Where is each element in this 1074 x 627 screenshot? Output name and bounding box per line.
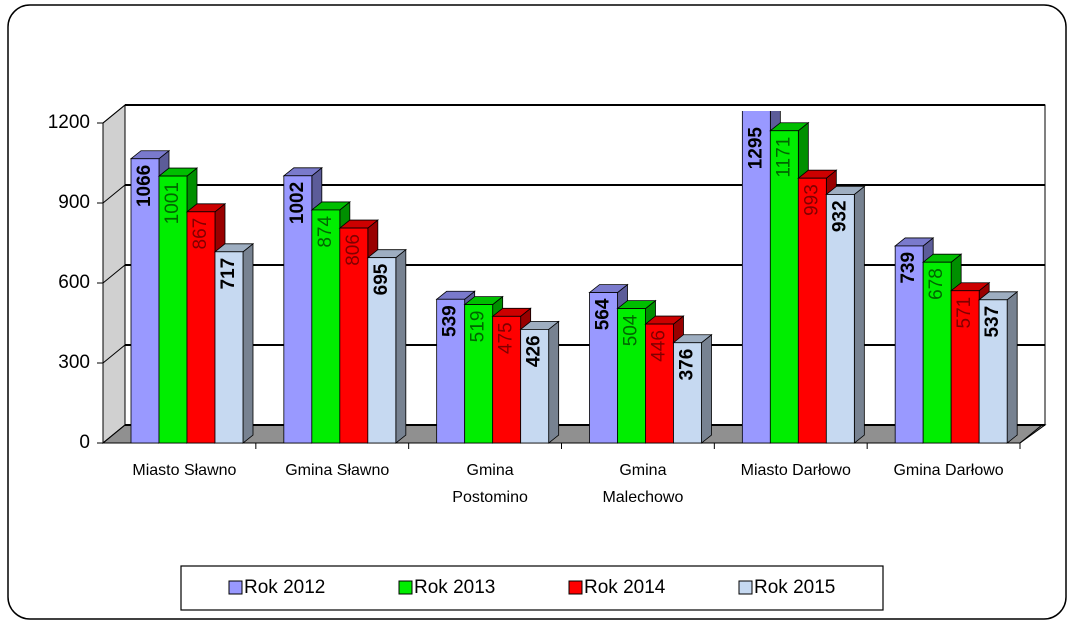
legend-label: Rok 2012 — [244, 577, 325, 598]
y-tick-label: 300 — [58, 352, 90, 373]
bar-front — [741, 111, 771, 444]
bar-side — [395, 248, 407, 444]
bar-front — [617, 308, 646, 444]
data-label: 571 — [954, 297, 975, 329]
bar-front — [158, 175, 188, 444]
bar-front — [283, 175, 313, 444]
bar-front — [339, 227, 369, 444]
data-label: 695 — [371, 263, 392, 295]
bar — [366, 248, 407, 444]
bar — [519, 320, 560, 444]
bar-side — [701, 333, 712, 444]
bar-front — [311, 209, 341, 444]
bar-front — [825, 194, 855, 444]
data-label: 717 — [218, 258, 239, 290]
grid-line-side — [102, 344, 126, 364]
x-tick-label: Miasto Darłowo — [740, 462, 851, 479]
legend-label: Rok 2014 — [584, 577, 666, 598]
bar-front — [797, 177, 827, 444]
data-label: 932 — [829, 200, 850, 232]
legend-swatch — [568, 580, 583, 595]
data-label: 678 — [926, 268, 947, 300]
grid-line-side — [102, 184, 126, 204]
bar-front — [922, 261, 952, 444]
bar — [672, 333, 713, 444]
bar-front — [645, 323, 674, 444]
bar-front — [589, 292, 618, 444]
bar-side — [853, 185, 865, 444]
grid-line-side — [102, 264, 126, 284]
legend-swatch — [228, 580, 243, 595]
x-tick-label: Gmina Postomino — [452, 462, 528, 506]
bar-front — [978, 299, 1008, 444]
x-tick-label: Miasto Sławno — [132, 462, 237, 479]
data-label: 475 — [496, 322, 517, 354]
y-tick-label: 1200 — [48, 112, 90, 133]
y-tick-label: 900 — [58, 192, 90, 213]
data-label: 376 — [677, 349, 698, 381]
bar-front — [464, 304, 494, 444]
data-label: 564 — [593, 298, 614, 330]
bar-side — [1006, 290, 1018, 444]
x-tick-label: Gmina Malechowo — [602, 462, 684, 506]
legend-box — [180, 565, 884, 611]
bar — [978, 290, 1019, 444]
bar-front — [894, 245, 924, 444]
legend-label: Rok 2013 — [414, 577, 495, 598]
bar-front — [367, 257, 397, 444]
data-label: 874 — [315, 216, 336, 248]
data-label: 993 — [801, 184, 822, 216]
bar-front — [214, 251, 244, 444]
bar-side — [242, 242, 254, 444]
data-label: 426 — [524, 335, 545, 367]
grid-line-side — [102, 104, 126, 124]
bar — [825, 185, 866, 444]
bar-front — [673, 342, 702, 444]
bar-front — [769, 130, 799, 444]
bar-side — [548, 320, 560, 444]
x-tick-label: Gmina Darłowo — [893, 462, 1004, 479]
grid-line-side — [102, 424, 126, 444]
data-label: 537 — [982, 306, 1003, 338]
data-label: 1066 — [134, 165, 155, 207]
data-label: 1001 — [162, 182, 183, 224]
data-label: 867 — [190, 218, 211, 250]
legend-swatch — [738, 580, 753, 595]
data-label: 539 — [440, 305, 461, 337]
x-tick-label: Gmina Sławno — [285, 462, 390, 479]
data-label: 1171 — [773, 137, 794, 178]
bar-front — [186, 211, 216, 444]
data-label: 504 — [621, 314, 642, 346]
bar-front — [492, 315, 522, 444]
y-tick-label: 600 — [58, 272, 90, 293]
x-axis-depth — [1019, 424, 1043, 444]
data-label: 1295 — [745, 127, 766, 170]
data-label: 739 — [898, 252, 919, 284]
data-label: 806 — [343, 234, 364, 266]
legend-label: Rok 2015 — [754, 577, 835, 598]
data-label: 519 — [468, 311, 489, 343]
bar — [213, 242, 255, 444]
legend-swatch — [398, 580, 413, 595]
bar-front — [520, 328, 550, 444]
bar-front — [436, 298, 466, 444]
data-label: 446 — [649, 330, 670, 362]
y-tick-label: 0 — [79, 432, 90, 453]
data-label: 1002 — [287, 182, 308, 224]
